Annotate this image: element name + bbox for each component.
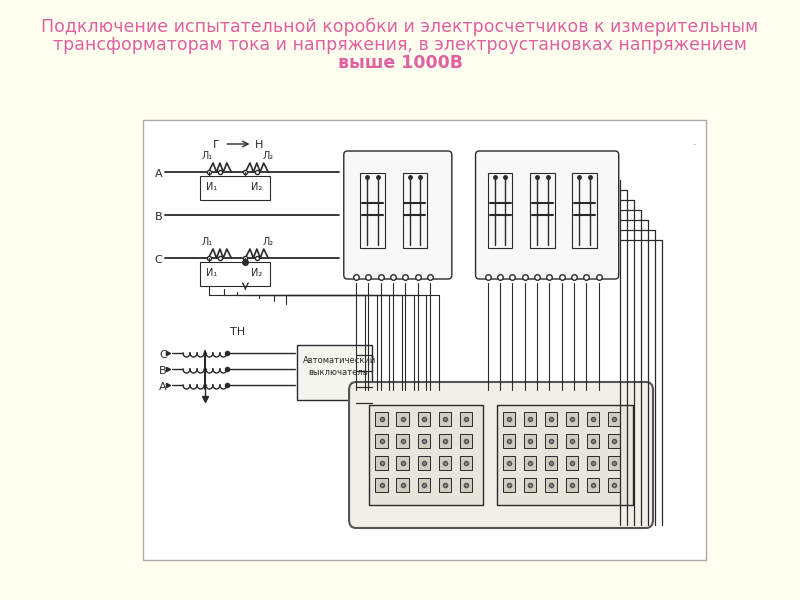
Text: Автоматический: Автоматический [302,356,376,365]
Text: В: В [154,212,162,222]
Bar [418,456,430,470]
Bar [460,478,472,492]
Text: В: В [159,366,166,376]
Bar [545,412,558,426]
Bar [460,456,472,470]
Bar [418,478,430,492]
Bar [460,434,472,448]
Bar [375,412,388,426]
Bar [438,412,451,426]
Text: И₂: И₂ [251,268,262,278]
Bar [361,173,385,248]
Bar [143,120,706,560]
Text: Н: Н [255,140,263,150]
Bar [397,434,409,448]
Bar [608,412,621,426]
Bar [375,456,388,470]
Bar [545,478,558,492]
Bar [566,434,578,448]
Bar [418,434,430,448]
Bar [375,478,388,492]
FancyBboxPatch shape [344,151,452,279]
Bar [460,412,472,426]
Bar [438,478,451,492]
Bar [375,434,388,448]
FancyBboxPatch shape [349,382,653,528]
Bar [200,176,270,200]
Bar [397,456,409,470]
Bar [566,478,578,492]
Text: Л₂: Л₂ [262,151,274,161]
Bar [497,405,633,505]
Text: И₂: И₂ [251,182,262,192]
Bar [298,345,372,400]
Bar [397,412,409,426]
Bar [502,478,515,492]
Bar [524,412,536,426]
Bar [438,434,451,448]
Bar [608,434,621,448]
Bar [587,434,599,448]
Bar [402,173,427,248]
Text: выше 1000В: выше 1000В [338,54,462,72]
Bar [200,262,270,286]
Bar [524,478,536,492]
Bar [608,456,621,470]
Bar [587,478,599,492]
Text: выключатель: выключатель [308,368,367,377]
Bar [608,478,621,492]
Text: Л₁: Л₁ [201,237,212,247]
Bar [418,412,430,426]
Text: С: С [154,255,162,265]
Bar [587,412,599,426]
Text: Г: Г [213,140,220,150]
Bar [488,173,513,248]
Bar [502,434,515,448]
Text: И₁: И₁ [206,182,217,192]
Text: Подключение испытательной коробки и электросчетчиков к измерительным: Подключение испытательной коробки и элек… [42,18,758,36]
FancyBboxPatch shape [475,151,618,279]
Bar [572,173,597,248]
Bar [566,456,578,470]
Bar [566,412,578,426]
Bar [545,434,558,448]
Bar [438,456,451,470]
Bar [524,456,536,470]
Bar [530,173,554,248]
Text: ТН: ТН [230,327,245,337]
Text: И₁: И₁ [206,268,217,278]
Bar [370,405,483,505]
Bar [502,412,515,426]
Text: А: А [154,169,162,179]
Text: С: С [159,350,166,360]
Text: А: А [159,382,166,392]
Bar [502,456,515,470]
Bar [397,478,409,492]
Text: трансформаторам тока и напряжения, в электроустановках напряжением: трансформаторам тока и напряжения, в эле… [53,36,747,54]
Bar [545,456,558,470]
Bar [587,456,599,470]
Bar [524,434,536,448]
Text: Л₁: Л₁ [201,151,212,161]
Text: Л₂: Л₂ [262,237,274,247]
Text: .: . [693,137,696,147]
